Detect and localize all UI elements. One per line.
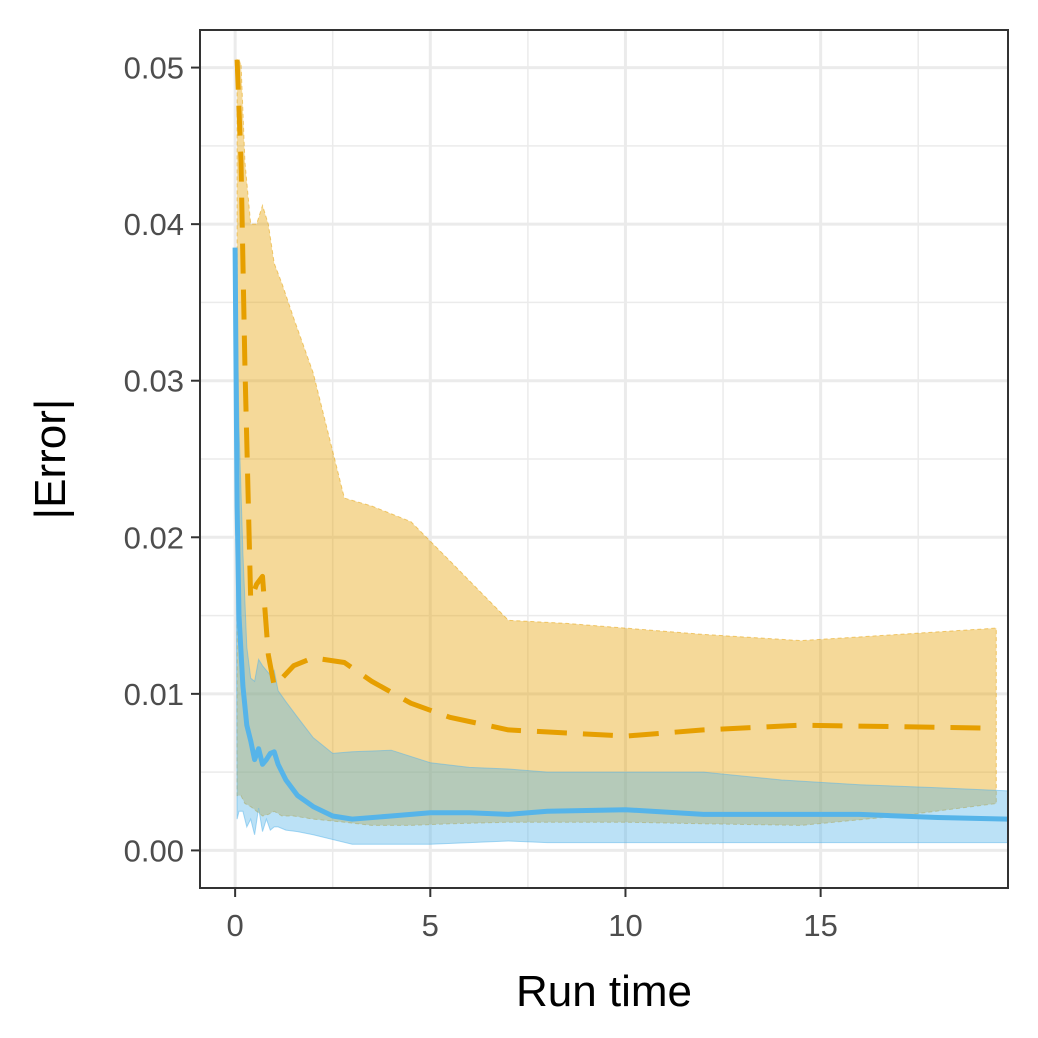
x-tick-label: 0 xyxy=(227,908,244,943)
series-2-band xyxy=(234,247,1008,845)
y-tick-label: 0.05 xyxy=(124,51,184,86)
y-tick-label: 0.01 xyxy=(124,677,184,712)
y-axis: 0.00 0.01 0.02 0.03 0.04 0.05 xyxy=(124,51,200,868)
x-axis: 0 5 10 15 xyxy=(227,888,838,943)
series-2-line xyxy=(232,247,1008,822)
grid-minor-lines xyxy=(200,30,1008,888)
x-axis-title: Run time xyxy=(516,967,692,1016)
plot-border xyxy=(199,29,1009,889)
y-tick-label: 0.00 xyxy=(124,833,184,868)
x-tick-label: 15 xyxy=(803,908,837,943)
x-tick-label: 5 xyxy=(422,908,439,943)
series-1-line xyxy=(234,59,997,739)
y-tick-label: 0.04 xyxy=(124,207,184,242)
series-lines xyxy=(232,59,1008,822)
series-1-band xyxy=(236,58,997,826)
y-axis-title: |Error| xyxy=(26,399,75,520)
y-tick-label: 0.03 xyxy=(124,364,184,399)
confidence-bands xyxy=(234,58,1008,845)
y-tick-label: 0.02 xyxy=(124,520,184,555)
x-tick-label: 10 xyxy=(608,908,642,943)
